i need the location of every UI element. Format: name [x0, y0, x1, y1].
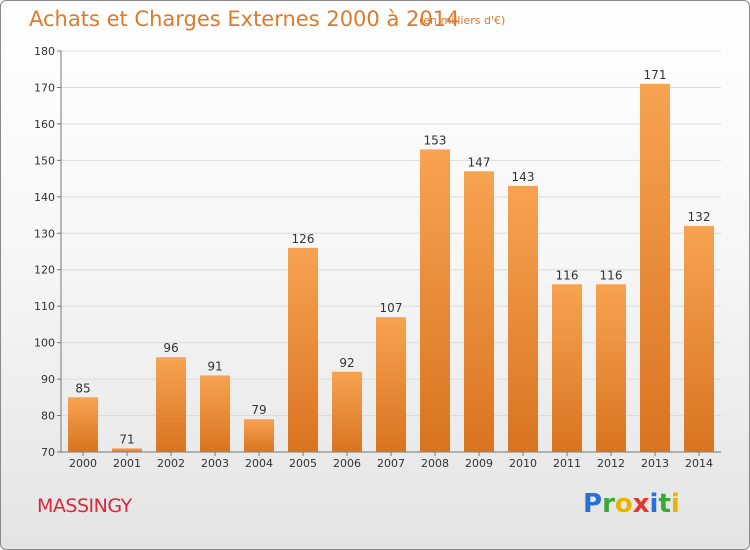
x-tick-label: 2005 [289, 457, 317, 470]
x-tick-label: 2007 [377, 457, 405, 470]
bar-value-label: 147 [468, 155, 491, 169]
x-tick-label: 2011 [553, 457, 581, 470]
bar-2014 [684, 225, 714, 452]
logo-letter: t [658, 489, 671, 519]
x-tick-label: 2003 [201, 457, 229, 470]
bar-2001 [112, 448, 142, 452]
x-tick-label: 2002 [157, 457, 185, 470]
x-tick-label: 2004 [245, 457, 273, 470]
bar-2012 [596, 284, 626, 452]
y-tick-label: 90 [41, 373, 55, 386]
chart-title: Achats et Charges Externes 2000 à 2014 [29, 7, 460, 31]
y-tick-label: 100 [34, 337, 55, 350]
bar-2004 [244, 419, 274, 452]
bar-2008 [420, 149, 450, 452]
bar-value-label: 132 [688, 210, 711, 224]
x-tick-label: 2006 [333, 457, 361, 470]
bar-2007 [376, 317, 406, 452]
bar-2000 [68, 397, 98, 452]
logo-letter: r [602, 489, 615, 519]
x-tick-label: 2008 [421, 457, 449, 470]
x-tick-label: 2012 [597, 457, 625, 470]
bar-value-label: 79 [251, 403, 266, 417]
x-tick-label: 2014 [685, 457, 713, 470]
bar-value-label: 91 [207, 359, 222, 373]
bar-value-label: 116 [600, 268, 623, 282]
bar-value-label: 143 [512, 170, 535, 184]
y-tick-label: 170 [34, 81, 55, 94]
bar-2005 [288, 247, 318, 452]
chart-subtitle: (en milliers d'€) [419, 14, 506, 27]
bar-2002 [156, 357, 186, 452]
y-tick-label: 80 [41, 410, 55, 423]
bar-2010 [508, 185, 538, 452]
y-tick-label: 120 [34, 264, 55, 277]
x-tick-label: 2009 [465, 457, 493, 470]
bar-value-label: 126 [292, 232, 315, 246]
x-tick-label: 2001 [113, 457, 141, 470]
y-tick-label: 110 [34, 300, 55, 313]
y-tick-label: 70 [41, 446, 55, 459]
y-tick-label: 140 [34, 191, 55, 204]
bar-value-label: 116 [556, 268, 579, 282]
logo-letter: i [670, 489, 680, 519]
bars [68, 83, 714, 453]
y-tick-label: 160 [34, 118, 55, 131]
logo-letter: i [649, 489, 659, 519]
bar-value-label: 153 [424, 133, 447, 147]
bar-2006 [332, 371, 362, 452]
y-tick-label: 150 [34, 154, 55, 167]
logo-letter: P [583, 489, 603, 519]
bar-2009 [464, 171, 494, 453]
bar-value-label: 171 [644, 68, 667, 82]
y-tick-label: 130 [34, 227, 55, 240]
bar-value-label: 96 [163, 341, 178, 355]
logo-letter: x [632, 489, 650, 519]
bar-value-label: 92 [339, 356, 354, 370]
logo-letter: o [614, 489, 633, 519]
commune-name: MASSINGY [37, 495, 132, 517]
proxiti-logo[interactable]: Proxiti [583, 489, 680, 519]
bar-value-label: 71 [119, 432, 134, 446]
x-tick-label: 2013 [641, 457, 669, 470]
bar-2003 [200, 375, 230, 452]
bar-value-label: 85 [75, 381, 90, 395]
labels: 70 80 90 100 110 120 130 140 150 160 170 180 85 2000 7… [34, 45, 713, 470]
x-tick-label: 2010 [509, 457, 537, 470]
x-tick-label: 2000 [69, 457, 97, 470]
y-tick-label: 180 [34, 45, 55, 58]
bar-2013 [640, 83, 670, 453]
bar-value-label: 107 [380, 301, 403, 315]
bar-2011 [552, 284, 582, 452]
